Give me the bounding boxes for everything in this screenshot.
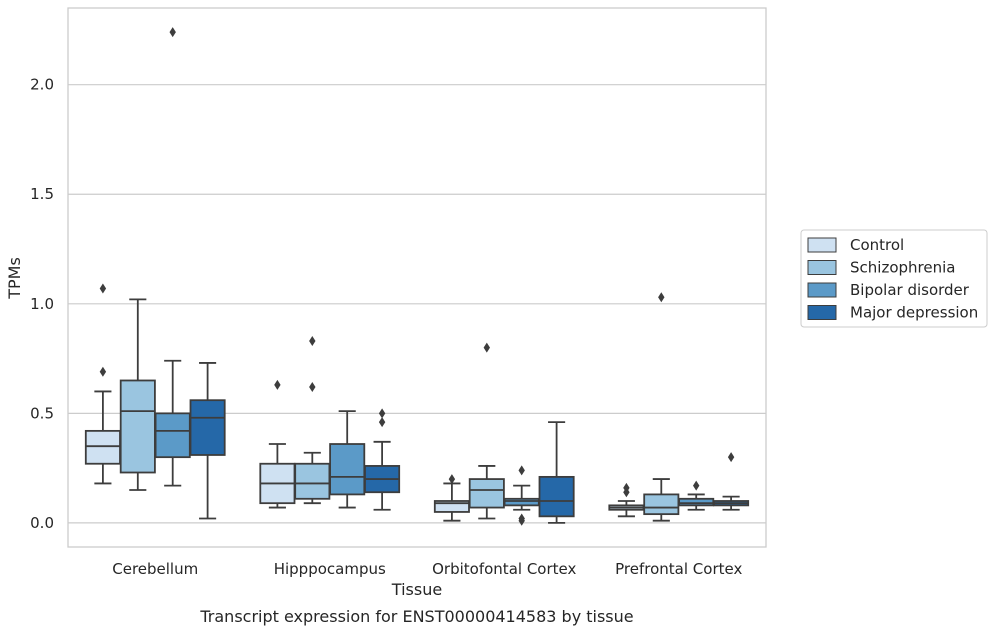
y-tick-label: 2.0 — [30, 76, 54, 94]
legend-frame — [800, 229, 988, 328]
x-axis-ticks: Cerebellum Hipppocampus Orbitofontal Corte… — [112, 560, 742, 578]
box-iqr — [643, 493, 680, 516]
box-schizophrenia — [119, 298, 156, 491]
y-axis-ticks: 0.0 0.5 1.0 1.5 2.0 — [30, 76, 54, 532]
legend-label: Control — [850, 236, 904, 254]
outlier-point — [623, 482, 630, 493]
box-bipolar-disorder — [503, 465, 540, 526]
outlier-point — [99, 283, 107, 294]
figure-caption: Transcript expression for ENST0000041458… — [199, 607, 633, 626]
y-tick-label: 1.0 — [30, 295, 54, 313]
legend-label: Schizophrenia — [850, 259, 955, 277]
box-iqr — [84, 429, 121, 465]
box-schizophrenia — [468, 342, 505, 520]
plot-frame — [67, 7, 767, 548]
box-control — [84, 283, 121, 485]
box-schizophrenia — [294, 336, 331, 505]
box-bipolar-disorder — [678, 480, 715, 511]
legend: Control Schizophrenia Bipolar disorder Majo… — [800, 229, 988, 328]
plot-area — [84, 27, 750, 526]
outlier-point — [518, 465, 525, 476]
outlier-point — [483, 342, 490, 353]
legend-swatch — [807, 260, 837, 275]
y-tick-label: 0.0 — [30, 514, 54, 532]
outlier-point — [658, 292, 665, 303]
y-tick-label: 0.5 — [30, 404, 54, 422]
box-iqr — [189, 399, 226, 456]
box-iqr — [294, 462, 331, 500]
box-major-depression — [713, 452, 750, 511]
box-control — [259, 379, 296, 509]
legend-swatch — [807, 282, 837, 298]
box-iqr — [678, 497, 715, 507]
x-tick-label: Cerebellum — [112, 560, 198, 578]
y-axis-title: TPMs — [5, 257, 24, 300]
legend-swatch — [807, 237, 837, 253]
outlier-point — [169, 27, 176, 38]
outlier-point — [727, 452, 735, 463]
outlier-point — [378, 408, 386, 419]
box-bipolar-disorder — [154, 27, 191, 487]
x-axis-title: Tissue — [391, 580, 442, 599]
box-major-depression — [189, 362, 226, 520]
outlier-point — [378, 417, 386, 428]
outlier-point — [518, 515, 525, 526]
box-iqr — [119, 379, 156, 474]
box-control — [608, 482, 645, 518]
legend-label: Bipolar disorder — [850, 281, 970, 299]
box-major-depression — [364, 408, 401, 511]
legend-swatch — [807, 305, 837, 320]
box-iqr — [538, 475, 575, 518]
box-major-depression — [538, 421, 575, 524]
outlier-point — [693, 480, 700, 491]
x-tick-label: Hipppocampus — [274, 560, 386, 578]
outlier-point — [274, 379, 281, 390]
box-control — [433, 474, 470, 522]
box-iqr — [329, 443, 366, 496]
y-tick-label: 1.5 — [30, 185, 54, 203]
box-bipolar-disorder — [329, 410, 366, 509]
outlier-point — [309, 336, 316, 347]
x-tick-label: Orbitofontal Cortex — [432, 560, 576, 578]
box-schizophrenia — [643, 292, 680, 522]
box-iqr — [503, 497, 540, 507]
outlier-point — [99, 366, 107, 377]
outlier-point — [448, 474, 456, 485]
box-iqr — [468, 478, 505, 509]
legend-label: Major depression — [850, 304, 978, 322]
outlier-point — [309, 382, 316, 393]
x-tick-label: Prefrontal Cortex — [615, 560, 742, 578]
box-iqr — [154, 412, 191, 459]
